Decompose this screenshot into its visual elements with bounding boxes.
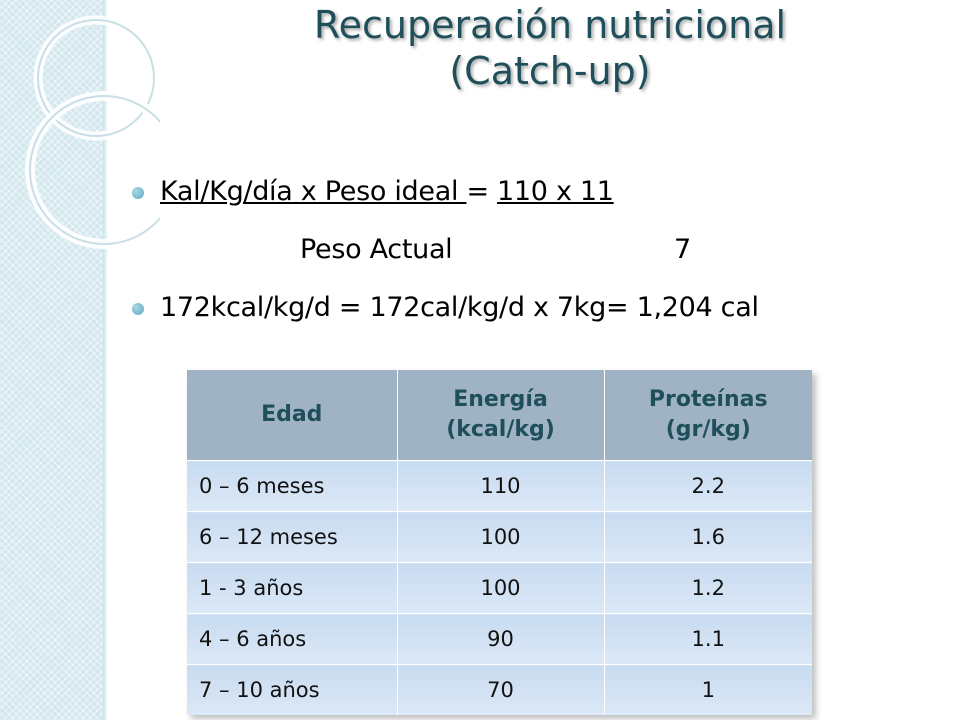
cell-edad: 6 – 12 meses	[187, 511, 398, 563]
header-edad: Edad	[187, 370, 398, 461]
formula-equals: =	[466, 176, 498, 207]
title-line-1: Recuperación nutricional	[313, 3, 787, 47]
slide-title: Recuperación nutricional (Catch-up)	[180, 2, 920, 94]
cell-energia: 100	[397, 511, 605, 563]
table-row: 0 – 6 meses 110 2.2	[187, 460, 812, 512]
cell-proteinas: 1	[604, 664, 812, 715]
table-row: 7 – 10 años 70 1	[187, 664, 812, 715]
decorative-rings	[25, 15, 160, 249]
cell-energia: 100	[397, 562, 605, 614]
table-row: 1 - 3 años 100 1.2	[187, 562, 812, 614]
cell-energia: 90	[397, 613, 605, 665]
cell-proteinas: 2.2	[604, 460, 812, 512]
table-row: 4 – 6 años 90 1.1	[187, 613, 812, 665]
cell-proteinas: 1.2	[604, 562, 812, 614]
cell-proteinas: 1.1	[604, 613, 812, 665]
table-row: 6 – 12 meses 100 1.6	[187, 511, 812, 563]
cell-proteinas: 1.6	[604, 511, 812, 563]
cell-edad: 4 – 6 años	[187, 613, 398, 665]
bullet-icon	[132, 187, 144, 199]
cell-edad: 7 – 10 años	[187, 664, 398, 715]
catch-up-table: Edad Energía (kcal/kg) Proteínas (gr/kg)…	[187, 370, 812, 715]
formula-line-3: 172kcal/kg/d = 172cal/kg/d x 7kg= 1,204 …	[132, 286, 932, 344]
cell-energia: 70	[397, 664, 605, 715]
formula-line-2: Peso Actual 7	[132, 228, 932, 286]
cell-edad: 0 – 6 meses	[187, 460, 398, 512]
formula-block: Kal/Kg/día x Peso ideal = 110 x 11 Peso …	[132, 170, 932, 344]
cell-energia: 110	[397, 460, 605, 512]
cell-edad: 1 - 3 años	[187, 562, 398, 614]
bullet-icon	[132, 303, 144, 315]
formula-numerator-value: 110 x 11	[497, 176, 614, 207]
formula-line-1: Kal/Kg/día x Peso ideal = 110 x 11	[132, 170, 932, 228]
title-line-2: (Catch-up)	[449, 49, 651, 93]
header-proteinas: Proteínas (gr/kg)	[604, 370, 812, 461]
formula-numerator-label: Kal/Kg/día x Peso ideal	[160, 176, 467, 207]
header-energia: Energía (kcal/kg)	[397, 370, 605, 461]
formula-denominator-label: Peso Actual	[300, 234, 453, 265]
formula-result: 172kcal/kg/d = 172cal/kg/d x 7kg= 1,204 …	[160, 292, 759, 323]
side-band-edge	[103, 0, 108, 720]
formula-denominator-value: 7	[674, 234, 691, 265]
table-header-row: Edad Energía (kcal/kg) Proteínas (gr/kg)	[187, 370, 812, 461]
